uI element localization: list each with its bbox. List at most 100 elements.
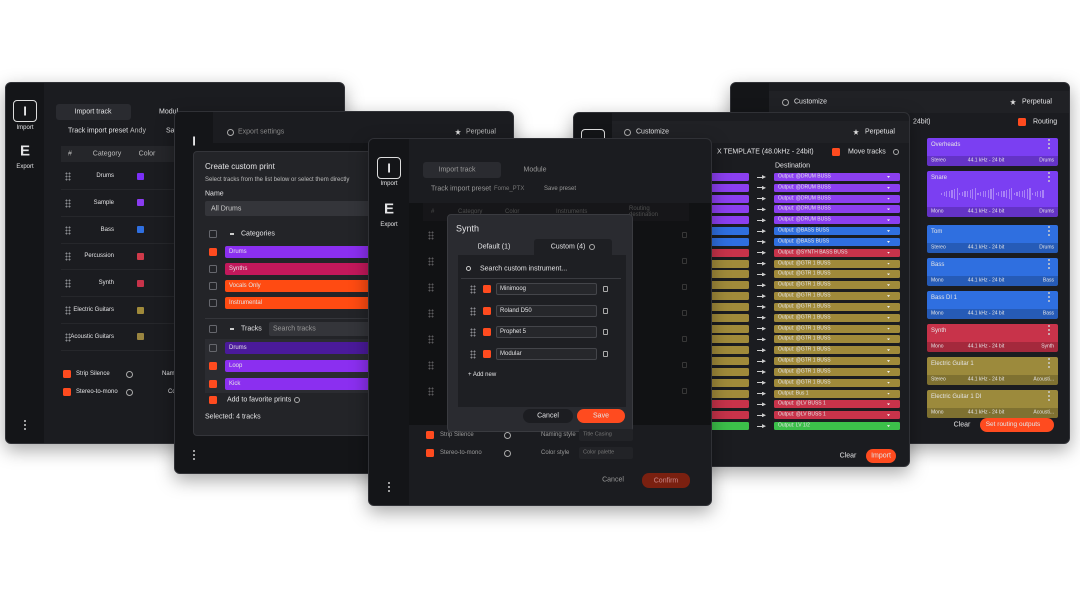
save-button[interactable] (577, 409, 625, 423)
menu-dot[interactable] (1048, 176, 1050, 178)
gear-icon[interactable] (504, 432, 511, 439)
menu-dot[interactable] (193, 450, 195, 452)
menu-dot[interactable] (24, 424, 26, 426)
tab[interactable] (423, 162, 501, 178)
select[interactable] (579, 447, 633, 459)
checkbox[interactable] (483, 285, 491, 293)
trash-icon[interactable] (603, 307, 608, 314)
menu-dot[interactable] (1048, 259, 1050, 261)
checkbox[interactable] (209, 362, 217, 370)
trash-icon[interactable] (682, 258, 687, 264)
checkbox[interactable] (483, 349, 491, 358)
menu-dot[interactable] (1048, 234, 1050, 236)
menu-dot[interactable] (1048, 395, 1050, 397)
save-button[interactable]: Save preset (544, 186, 577, 192)
checkbox[interactable] (209, 344, 217, 352)
checkbox[interactable] (209, 299, 217, 307)
checkbox[interactable] (209, 325, 217, 333)
gear-icon[interactable] (126, 389, 133, 396)
text-input[interactable] (205, 201, 405, 216)
menu-dot[interactable] (1048, 366, 1050, 368)
output-select[interactable] (774, 259, 900, 268)
color-swatch[interactable] (137, 172, 144, 180)
output-select[interactable] (774, 183, 900, 192)
color-swatch[interactable] (137, 279, 144, 287)
color-swatch[interactable] (137, 306, 144, 314)
trash-icon[interactable] (682, 284, 687, 290)
dialog-tab[interactable]: Default (1) (477, 243, 511, 251)
checkbox[interactable] (483, 306, 491, 315)
trash-icon[interactable] (682, 388, 687, 394)
tab[interactable] (56, 104, 131, 120)
checkbox[interactable] (209, 230, 217, 238)
menu-dot[interactable] (1048, 358, 1050, 360)
output-select[interactable] (774, 216, 900, 225)
menu-dot[interactable] (1048, 333, 1050, 335)
checkbox[interactable] (832, 148, 840, 156)
track-card[interactable] (927, 324, 1058, 352)
output-select[interactable] (774, 248, 900, 257)
track-card[interactable] (927, 138, 1058, 166)
select[interactable] (579, 429, 633, 441)
checkbox[interactable] (1018, 118, 1026, 126)
menu-dot[interactable] (1048, 362, 1050, 364)
clear-button[interactable]: Clear (839, 452, 857, 460)
menu-dot[interactable] (388, 482, 390, 484)
output-select[interactable] (774, 324, 900, 333)
output-select[interactable] (774, 357, 900, 366)
color-swatch[interactable] (137, 252, 144, 260)
text-input[interactable] (496, 326, 597, 338)
menu-dot[interactable] (1048, 325, 1050, 327)
trash-icon[interactable] (682, 362, 687, 368)
output-select[interactable] (774, 313, 900, 322)
track-card[interactable] (927, 390, 1058, 418)
output-select[interactable] (774, 281, 900, 290)
add-button[interactable]: + Add new (468, 372, 497, 378)
nav-icon[interactable] (377, 157, 401, 179)
menu-dot[interactable] (388, 490, 390, 492)
checkbox[interactable] (209, 248, 217, 256)
output-select[interactable] (774, 378, 900, 387)
dialog-tab-active[interactable] (534, 239, 612, 255)
confirm-button[interactable] (642, 473, 690, 488)
menu-dot[interactable] (1048, 226, 1050, 228)
output-select[interactable] (774, 335, 900, 344)
menu-dot[interactable] (24, 428, 26, 430)
checkbox[interactable] (426, 431, 434, 439)
trash-icon[interactable] (682, 310, 687, 316)
output-select[interactable] (774, 205, 900, 214)
menu-dot[interactable] (1048, 300, 1050, 302)
gear-icon[interactable] (782, 99, 789, 106)
output-select[interactable] (774, 400, 900, 409)
menu-dot[interactable] (1048, 296, 1050, 298)
color-swatch[interactable] (137, 226, 144, 234)
clear-button[interactable]: Clear (953, 421, 971, 429)
text-input[interactable] (496, 347, 597, 360)
menu-dot[interactable] (1048, 399, 1050, 401)
track-card[interactable] (927, 357, 1058, 385)
text-input[interactable] (496, 304, 597, 317)
checkbox[interactable] (63, 388, 71, 396)
checkbox[interactable] (63, 370, 71, 378)
save-button[interactable]: Sav (166, 127, 179, 135)
menu-dot[interactable] (24, 420, 26, 422)
gear-icon[interactable] (504, 450, 511, 457)
menu-dot[interactable] (1048, 139, 1050, 141)
track-card[interactable] (927, 291, 1058, 319)
trash-icon[interactable] (682, 336, 687, 342)
output-select[interactable] (774, 346, 900, 355)
menu-dot[interactable] (1048, 329, 1050, 331)
output-select[interactable] (774, 237, 900, 246)
gear-icon[interactable] (126, 371, 133, 378)
menu-dot[interactable] (1048, 172, 1050, 174)
output-select[interactable] (774, 270, 900, 279)
menu-dot[interactable] (193, 458, 195, 460)
output-select[interactable] (774, 227, 900, 236)
color-swatch[interactable] (137, 333, 144, 341)
import-button[interactable] (866, 449, 896, 463)
checkbox[interactable] (209, 265, 217, 273)
track-card[interactable] (927, 225, 1058, 253)
menu-dot[interactable] (193, 454, 195, 456)
checkbox[interactable] (209, 282, 217, 290)
gear-icon[interactable] (227, 129, 234, 136)
